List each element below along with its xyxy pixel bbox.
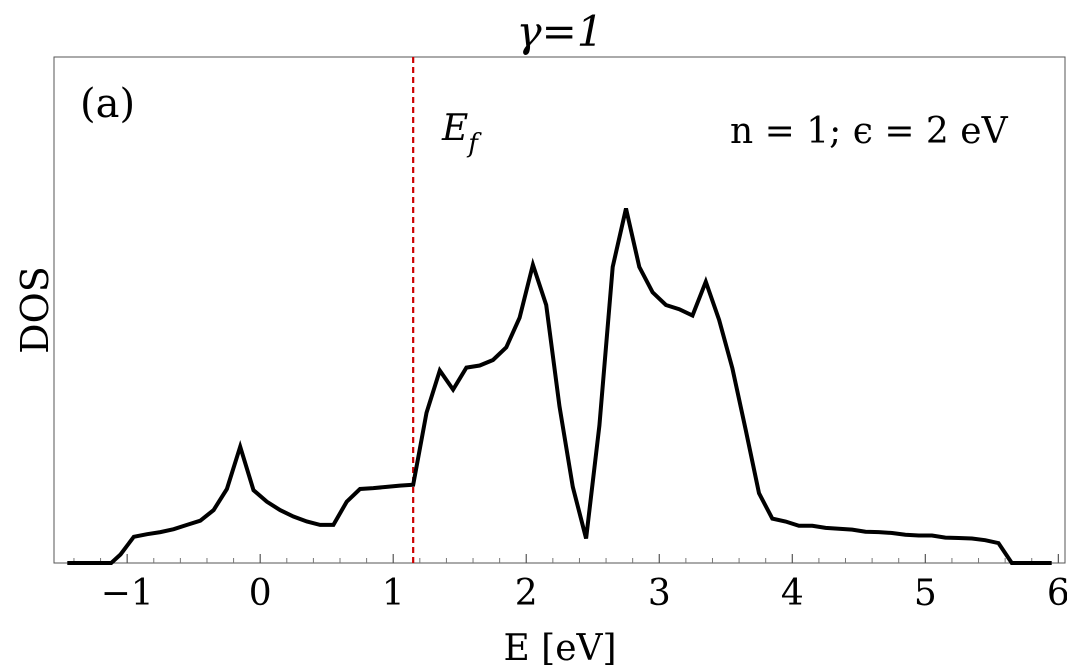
x-tick-label: 6 (1047, 573, 1067, 614)
chart-title: γ=1 (516, 7, 603, 56)
x-tick-label: 2 (515, 573, 538, 614)
x-axis-label: E [eV] (503, 628, 616, 667)
x-tick-label: 3 (648, 573, 671, 614)
panel-label: (a) (80, 81, 135, 127)
dos-series-line (67, 208, 1052, 565)
x-tick-label: 4 (781, 573, 804, 614)
x-major-ticks (126, 554, 1059, 563)
x-tick-label: −1 (101, 573, 154, 614)
fermi-label-main: E (441, 108, 468, 149)
plot-frame (53, 56, 1066, 564)
x-tick-label: 1 (382, 573, 405, 614)
x-minor-ticks (73, 558, 1033, 563)
x-tick-label: 5 (914, 573, 937, 614)
y-axis-label: DOS (13, 266, 57, 354)
fermi-label: Ef (441, 108, 482, 159)
fermi-label-subscript: f (466, 129, 482, 159)
x-tick-labels: −1 0 1 2 3 4 5 6 (101, 573, 1067, 614)
parameter-annotation: n = 1; ϵ = 2 eV (730, 111, 1009, 152)
x-tick-label: 0 (249, 573, 272, 614)
